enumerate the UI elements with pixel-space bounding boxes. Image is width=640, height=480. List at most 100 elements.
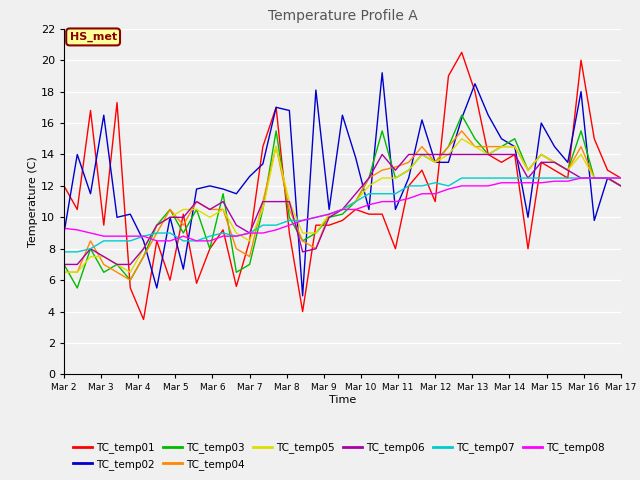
TC_temp06	[484, 152, 492, 157]
TC_temp02	[591, 217, 598, 223]
TC_temp01	[591, 136, 598, 142]
Title: Temperature Profile A: Temperature Profile A	[268, 10, 417, 24]
TC_temp07	[179, 238, 187, 244]
TC_temp06	[100, 254, 108, 260]
TC_temp06	[140, 246, 147, 252]
TC_temp01	[246, 238, 253, 244]
TC_temp05	[392, 175, 399, 181]
TC_temp01	[564, 175, 572, 181]
TC_temp05	[564, 168, 572, 173]
TC_temp03	[352, 199, 360, 204]
TC_temp06	[418, 152, 426, 157]
TC_temp05	[550, 159, 558, 165]
TC_temp07	[511, 175, 518, 181]
TC_temp05	[113, 262, 121, 267]
Y-axis label: Temperature (C): Temperature (C)	[28, 156, 38, 247]
TC_temp01	[285, 230, 293, 236]
TC_temp03	[299, 238, 307, 244]
TC_temp06	[445, 152, 452, 157]
TC_temp01	[604, 168, 611, 173]
TC_temp08	[339, 206, 346, 212]
TC_temp06	[153, 222, 161, 228]
TC_temp02	[299, 293, 307, 299]
TC_temp02	[127, 211, 134, 217]
TC_temp02	[166, 215, 174, 220]
TC_temp03	[471, 136, 479, 142]
TC_temp02	[153, 285, 161, 291]
TC_temp06	[312, 246, 320, 252]
TC_temp05	[458, 136, 465, 142]
TC_temp03	[86, 246, 94, 252]
TC_temp04	[166, 206, 174, 212]
TC_temp07	[206, 233, 214, 239]
TC_temp04	[577, 144, 585, 149]
Line: TC_temp05: TC_temp05	[64, 139, 621, 272]
TC_temp05	[232, 230, 240, 236]
TC_temp03	[365, 175, 372, 181]
TC_temp06	[392, 168, 399, 173]
TC_temp04	[617, 183, 625, 189]
TC_temp04	[405, 159, 413, 165]
TC_temp04	[484, 144, 492, 149]
TC_temp03	[325, 215, 333, 220]
TC_temp05	[60, 269, 68, 275]
TC_temp03	[113, 262, 121, 267]
TC_temp02	[86, 191, 94, 197]
TC_temp04	[524, 168, 532, 173]
TC_temp05	[220, 206, 227, 212]
TC_temp02	[484, 112, 492, 118]
TC_temp05	[431, 159, 439, 165]
TC_temp04	[538, 152, 545, 157]
TC_temp01	[405, 183, 413, 189]
TC_temp01	[299, 309, 307, 314]
TC_temp04	[206, 206, 214, 212]
TC_temp01	[312, 222, 320, 228]
TC_temp04	[591, 175, 598, 181]
TC_temp06	[591, 175, 598, 181]
TC_temp06	[193, 199, 200, 204]
TC_temp04	[352, 199, 360, 204]
TC_temp03	[220, 191, 227, 197]
TC_temp08	[325, 211, 333, 217]
TC_temp06	[299, 249, 307, 255]
TC_temp07	[431, 180, 439, 186]
TC_temp03	[392, 175, 399, 181]
Line: TC_temp02: TC_temp02	[64, 73, 621, 296]
TC_temp08	[431, 191, 439, 197]
TC_temp01	[339, 217, 346, 223]
TC_temp07	[445, 183, 452, 189]
TC_temp03	[484, 152, 492, 157]
TC_temp02	[564, 159, 572, 165]
TC_temp06	[272, 199, 280, 204]
TC_temp01	[272, 105, 280, 110]
TC_temp05	[127, 269, 134, 275]
TC_temp08	[378, 199, 386, 204]
TC_temp03	[206, 246, 214, 252]
TC_temp01	[431, 199, 439, 204]
TC_temp04	[299, 238, 307, 244]
TC_temp01	[471, 89, 479, 95]
TC_temp04	[458, 128, 465, 134]
TC_temp04	[179, 222, 187, 228]
TC_temp06	[232, 222, 240, 228]
TC_temp03	[564, 168, 572, 173]
TC_temp08	[458, 183, 465, 189]
TC_temp01	[418, 168, 426, 173]
TC_temp02	[365, 206, 372, 212]
TC_temp08	[86, 230, 94, 236]
TC_temp03	[193, 206, 200, 212]
TC_temp01	[193, 280, 200, 286]
TC_temp02	[272, 105, 280, 110]
TC_temp05	[352, 199, 360, 204]
TC_temp04	[127, 277, 134, 283]
TC_temp06	[604, 175, 611, 181]
TC_temp02	[325, 206, 333, 212]
TC_temp05	[617, 183, 625, 189]
TC_temp03	[285, 215, 293, 220]
TC_temp02	[259, 161, 267, 167]
TC_temp04	[246, 254, 253, 260]
TC_temp08	[471, 183, 479, 189]
TC_temp04	[86, 238, 94, 244]
TC_temp03	[458, 112, 465, 118]
TC_temp01	[220, 227, 227, 233]
